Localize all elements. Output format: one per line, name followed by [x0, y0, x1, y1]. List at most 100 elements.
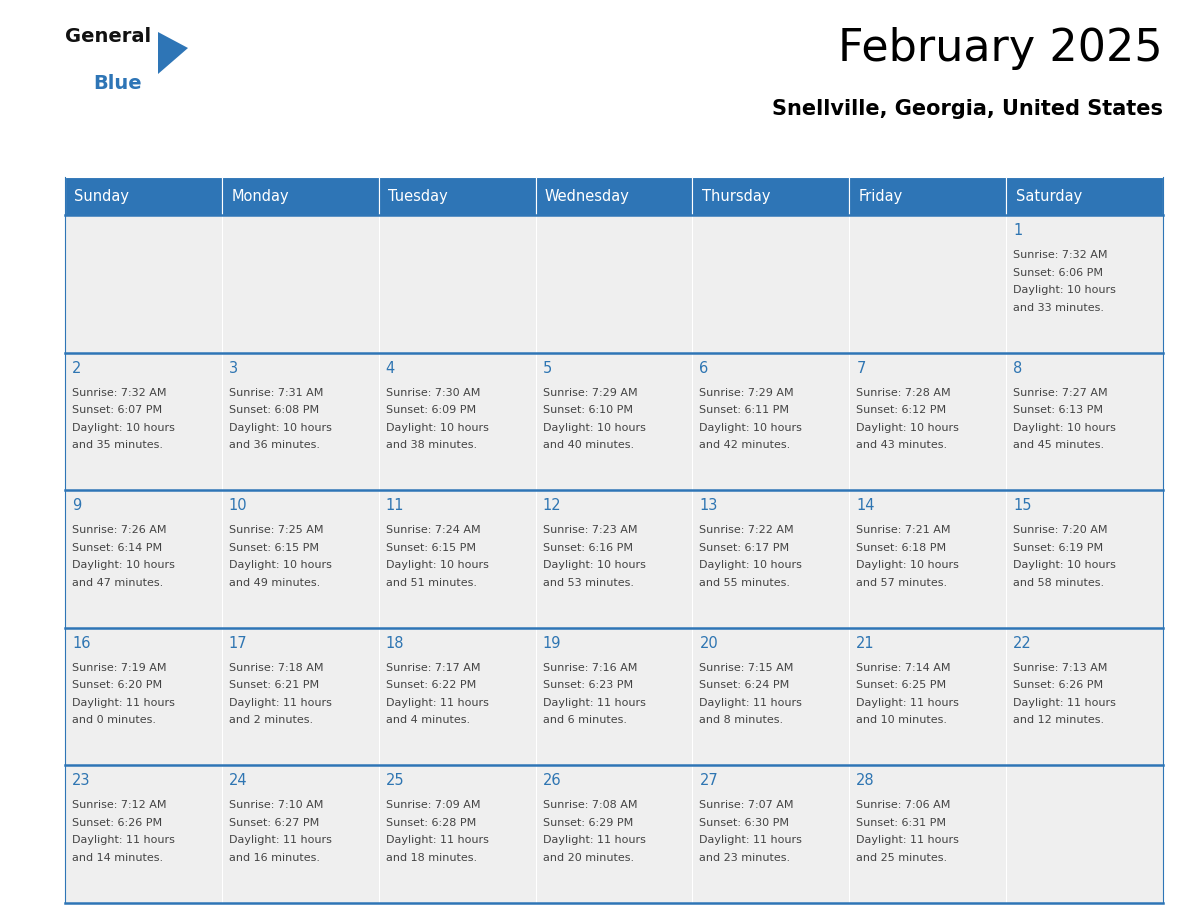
Text: Sunrise: 7:08 AM: Sunrise: 7:08 AM: [543, 800, 637, 811]
Bar: [65, 628, 222, 766]
Text: and 49 minutes.: and 49 minutes.: [229, 577, 320, 588]
Bar: [1006, 215, 1163, 353]
Text: Sunset: 6:26 PM: Sunset: 6:26 PM: [72, 818, 162, 828]
Text: 20: 20: [700, 636, 719, 651]
Bar: [849, 628, 1006, 766]
Bar: [65, 766, 222, 903]
Text: and 38 minutes.: and 38 minutes.: [386, 440, 476, 450]
Text: Sunset: 6:07 PM: Sunset: 6:07 PM: [72, 405, 162, 415]
Text: Daylight: 11 hours: Daylight: 11 hours: [229, 835, 331, 845]
Text: Sunrise: 7:18 AM: Sunrise: 7:18 AM: [229, 663, 323, 673]
Text: Sunrise: 7:25 AM: Sunrise: 7:25 AM: [229, 525, 323, 535]
Bar: [379, 353, 536, 490]
Text: Sunset: 6:15 PM: Sunset: 6:15 PM: [386, 543, 475, 553]
Text: Daylight: 10 hours: Daylight: 10 hours: [1013, 560, 1116, 570]
Text: 6: 6: [700, 361, 709, 375]
Bar: [222, 353, 379, 490]
Text: 26: 26: [543, 773, 561, 789]
Text: Daylight: 10 hours: Daylight: 10 hours: [72, 560, 175, 570]
Text: Tuesday: Tuesday: [388, 188, 448, 204]
Text: Daylight: 10 hours: Daylight: 10 hours: [543, 422, 645, 432]
Text: Sunset: 6:20 PM: Sunset: 6:20 PM: [72, 680, 162, 690]
Text: Snellville, Georgia, United States: Snellville, Georgia, United States: [772, 99, 1163, 119]
Bar: [222, 177, 379, 215]
Text: Sunrise: 7:23 AM: Sunrise: 7:23 AM: [543, 525, 637, 535]
Text: 2: 2: [72, 361, 81, 375]
Bar: [65, 215, 222, 353]
Text: Sunrise: 7:29 AM: Sunrise: 7:29 AM: [700, 387, 794, 397]
Text: Blue: Blue: [93, 74, 141, 93]
Text: Sunset: 6:15 PM: Sunset: 6:15 PM: [229, 543, 318, 553]
Text: Sunset: 6:18 PM: Sunset: 6:18 PM: [857, 543, 947, 553]
Bar: [379, 628, 536, 766]
Text: Sunset: 6:13 PM: Sunset: 6:13 PM: [1013, 405, 1104, 415]
Bar: [849, 353, 1006, 490]
Text: Sunset: 6:25 PM: Sunset: 6:25 PM: [857, 680, 947, 690]
Text: 18: 18: [386, 636, 404, 651]
Text: Daylight: 10 hours: Daylight: 10 hours: [700, 560, 802, 570]
Text: 17: 17: [229, 636, 247, 651]
Text: and 2 minutes.: and 2 minutes.: [229, 715, 312, 725]
Text: Sunrise: 7:16 AM: Sunrise: 7:16 AM: [543, 663, 637, 673]
Text: Wednesday: Wednesday: [545, 188, 630, 204]
Bar: [379, 215, 536, 353]
Text: Sunset: 6:08 PM: Sunset: 6:08 PM: [229, 405, 320, 415]
Text: Sunset: 6:11 PM: Sunset: 6:11 PM: [700, 405, 790, 415]
Text: Sunset: 6:12 PM: Sunset: 6:12 PM: [857, 405, 947, 415]
Bar: [536, 490, 693, 628]
Text: Sunset: 6:10 PM: Sunset: 6:10 PM: [543, 405, 632, 415]
Text: Monday: Monday: [232, 188, 289, 204]
Text: 8: 8: [1013, 361, 1023, 375]
Text: Sunset: 6:22 PM: Sunset: 6:22 PM: [386, 680, 476, 690]
Text: Sunrise: 7:17 AM: Sunrise: 7:17 AM: [386, 663, 480, 673]
Text: Sunrise: 7:07 AM: Sunrise: 7:07 AM: [700, 800, 794, 811]
Text: General: General: [65, 27, 151, 46]
Text: and 43 minutes.: and 43 minutes.: [857, 440, 947, 450]
Bar: [222, 490, 379, 628]
Bar: [379, 177, 536, 215]
Text: Sunrise: 7:24 AM: Sunrise: 7:24 AM: [386, 525, 480, 535]
Text: Thursday: Thursday: [702, 188, 770, 204]
Text: Sunrise: 7:13 AM: Sunrise: 7:13 AM: [1013, 663, 1107, 673]
Text: and 47 minutes.: and 47 minutes.: [72, 577, 163, 588]
Text: Saturday: Saturday: [1016, 188, 1082, 204]
Text: 27: 27: [700, 773, 719, 789]
Text: Sunset: 6:16 PM: Sunset: 6:16 PM: [543, 543, 632, 553]
Text: and 25 minutes.: and 25 minutes.: [857, 853, 947, 863]
Text: 5: 5: [543, 361, 551, 375]
Text: Daylight: 10 hours: Daylight: 10 hours: [1013, 285, 1116, 295]
Text: 25: 25: [386, 773, 404, 789]
Text: Daylight: 11 hours: Daylight: 11 hours: [386, 698, 488, 708]
Text: Sunrise: 7:10 AM: Sunrise: 7:10 AM: [229, 800, 323, 811]
Bar: [1006, 490, 1163, 628]
Text: 4: 4: [386, 361, 394, 375]
Text: Sunrise: 7:32 AM: Sunrise: 7:32 AM: [72, 387, 166, 397]
Bar: [65, 490, 222, 628]
Text: Daylight: 11 hours: Daylight: 11 hours: [857, 698, 959, 708]
Text: Daylight: 11 hours: Daylight: 11 hours: [857, 835, 959, 845]
Text: 13: 13: [700, 498, 718, 513]
Text: Daylight: 11 hours: Daylight: 11 hours: [543, 698, 645, 708]
Bar: [536, 177, 693, 215]
Text: Sunset: 6:17 PM: Sunset: 6:17 PM: [700, 543, 790, 553]
Text: Daylight: 10 hours: Daylight: 10 hours: [1013, 422, 1116, 432]
Bar: [379, 766, 536, 903]
Text: Daylight: 11 hours: Daylight: 11 hours: [72, 835, 175, 845]
Text: 19: 19: [543, 636, 561, 651]
Text: Sunrise: 7:29 AM: Sunrise: 7:29 AM: [543, 387, 637, 397]
Text: Daylight: 10 hours: Daylight: 10 hours: [857, 422, 959, 432]
Text: 24: 24: [229, 773, 247, 789]
Text: Sunrise: 7:30 AM: Sunrise: 7:30 AM: [386, 387, 480, 397]
Bar: [536, 215, 693, 353]
Text: Sunset: 6:29 PM: Sunset: 6:29 PM: [543, 818, 633, 828]
Text: and 23 minutes.: and 23 minutes.: [700, 853, 790, 863]
Text: Daylight: 10 hours: Daylight: 10 hours: [543, 560, 645, 570]
Text: 9: 9: [72, 498, 81, 513]
Text: Sunrise: 7:09 AM: Sunrise: 7:09 AM: [386, 800, 480, 811]
Text: 11: 11: [386, 498, 404, 513]
Text: Sunrise: 7:20 AM: Sunrise: 7:20 AM: [1013, 525, 1107, 535]
Text: Daylight: 10 hours: Daylight: 10 hours: [386, 560, 488, 570]
Text: Daylight: 11 hours: Daylight: 11 hours: [543, 835, 645, 845]
Text: Daylight: 10 hours: Daylight: 10 hours: [857, 560, 959, 570]
Text: Sunrise: 7:19 AM: Sunrise: 7:19 AM: [72, 663, 166, 673]
